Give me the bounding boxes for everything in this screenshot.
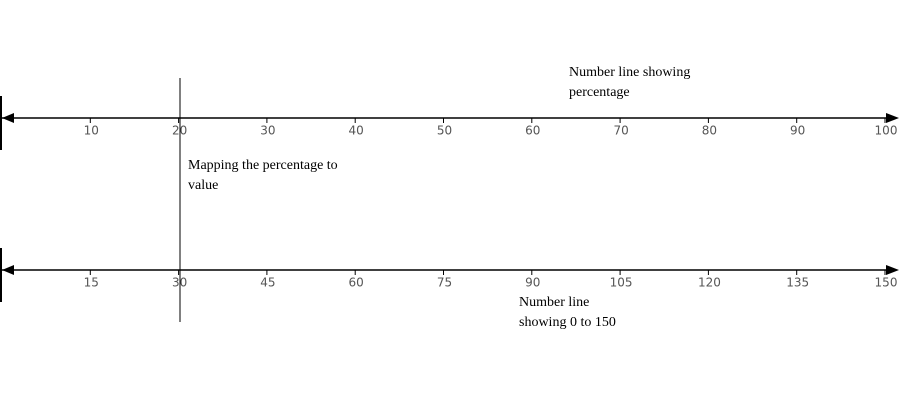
tick-label: 105 — [610, 276, 633, 290]
tick-label: 50 — [437, 124, 452, 138]
tick-label: 60 — [349, 276, 364, 290]
tick-label: 45 — [260, 276, 275, 290]
line-label: Number line showing percentage — [569, 65, 691, 100]
tick-label: 135 — [786, 276, 809, 290]
tick-label: 20 — [172, 124, 187, 138]
tick-label: 90 — [790, 124, 805, 138]
line-label: Number line showing 0 to 150 — [519, 295, 616, 330]
tick-label: 10 — [84, 124, 99, 138]
arrowhead — [886, 265, 899, 275]
arrowhead — [2, 265, 14, 275]
mapping-label: Mapping the percentage to value — [188, 158, 338, 193]
tick-label: 150 — [875, 276, 898, 290]
tick-label: 70 — [613, 124, 628, 138]
tick-label: 80 — [702, 124, 717, 138]
tick-label: 75 — [437, 276, 452, 290]
tick-label: 30 — [172, 276, 187, 290]
tick-label: 120 — [698, 276, 721, 290]
tick-label: 30 — [260, 124, 275, 138]
tick-label: 15 — [84, 276, 99, 290]
tick-label: 100 — [875, 124, 898, 138]
tick-label: 90 — [525, 276, 540, 290]
arrowhead — [886, 113, 899, 123]
tick-label: 60 — [525, 124, 540, 138]
tick-label: 40 — [349, 124, 364, 138]
arrowhead — [2, 113, 14, 123]
